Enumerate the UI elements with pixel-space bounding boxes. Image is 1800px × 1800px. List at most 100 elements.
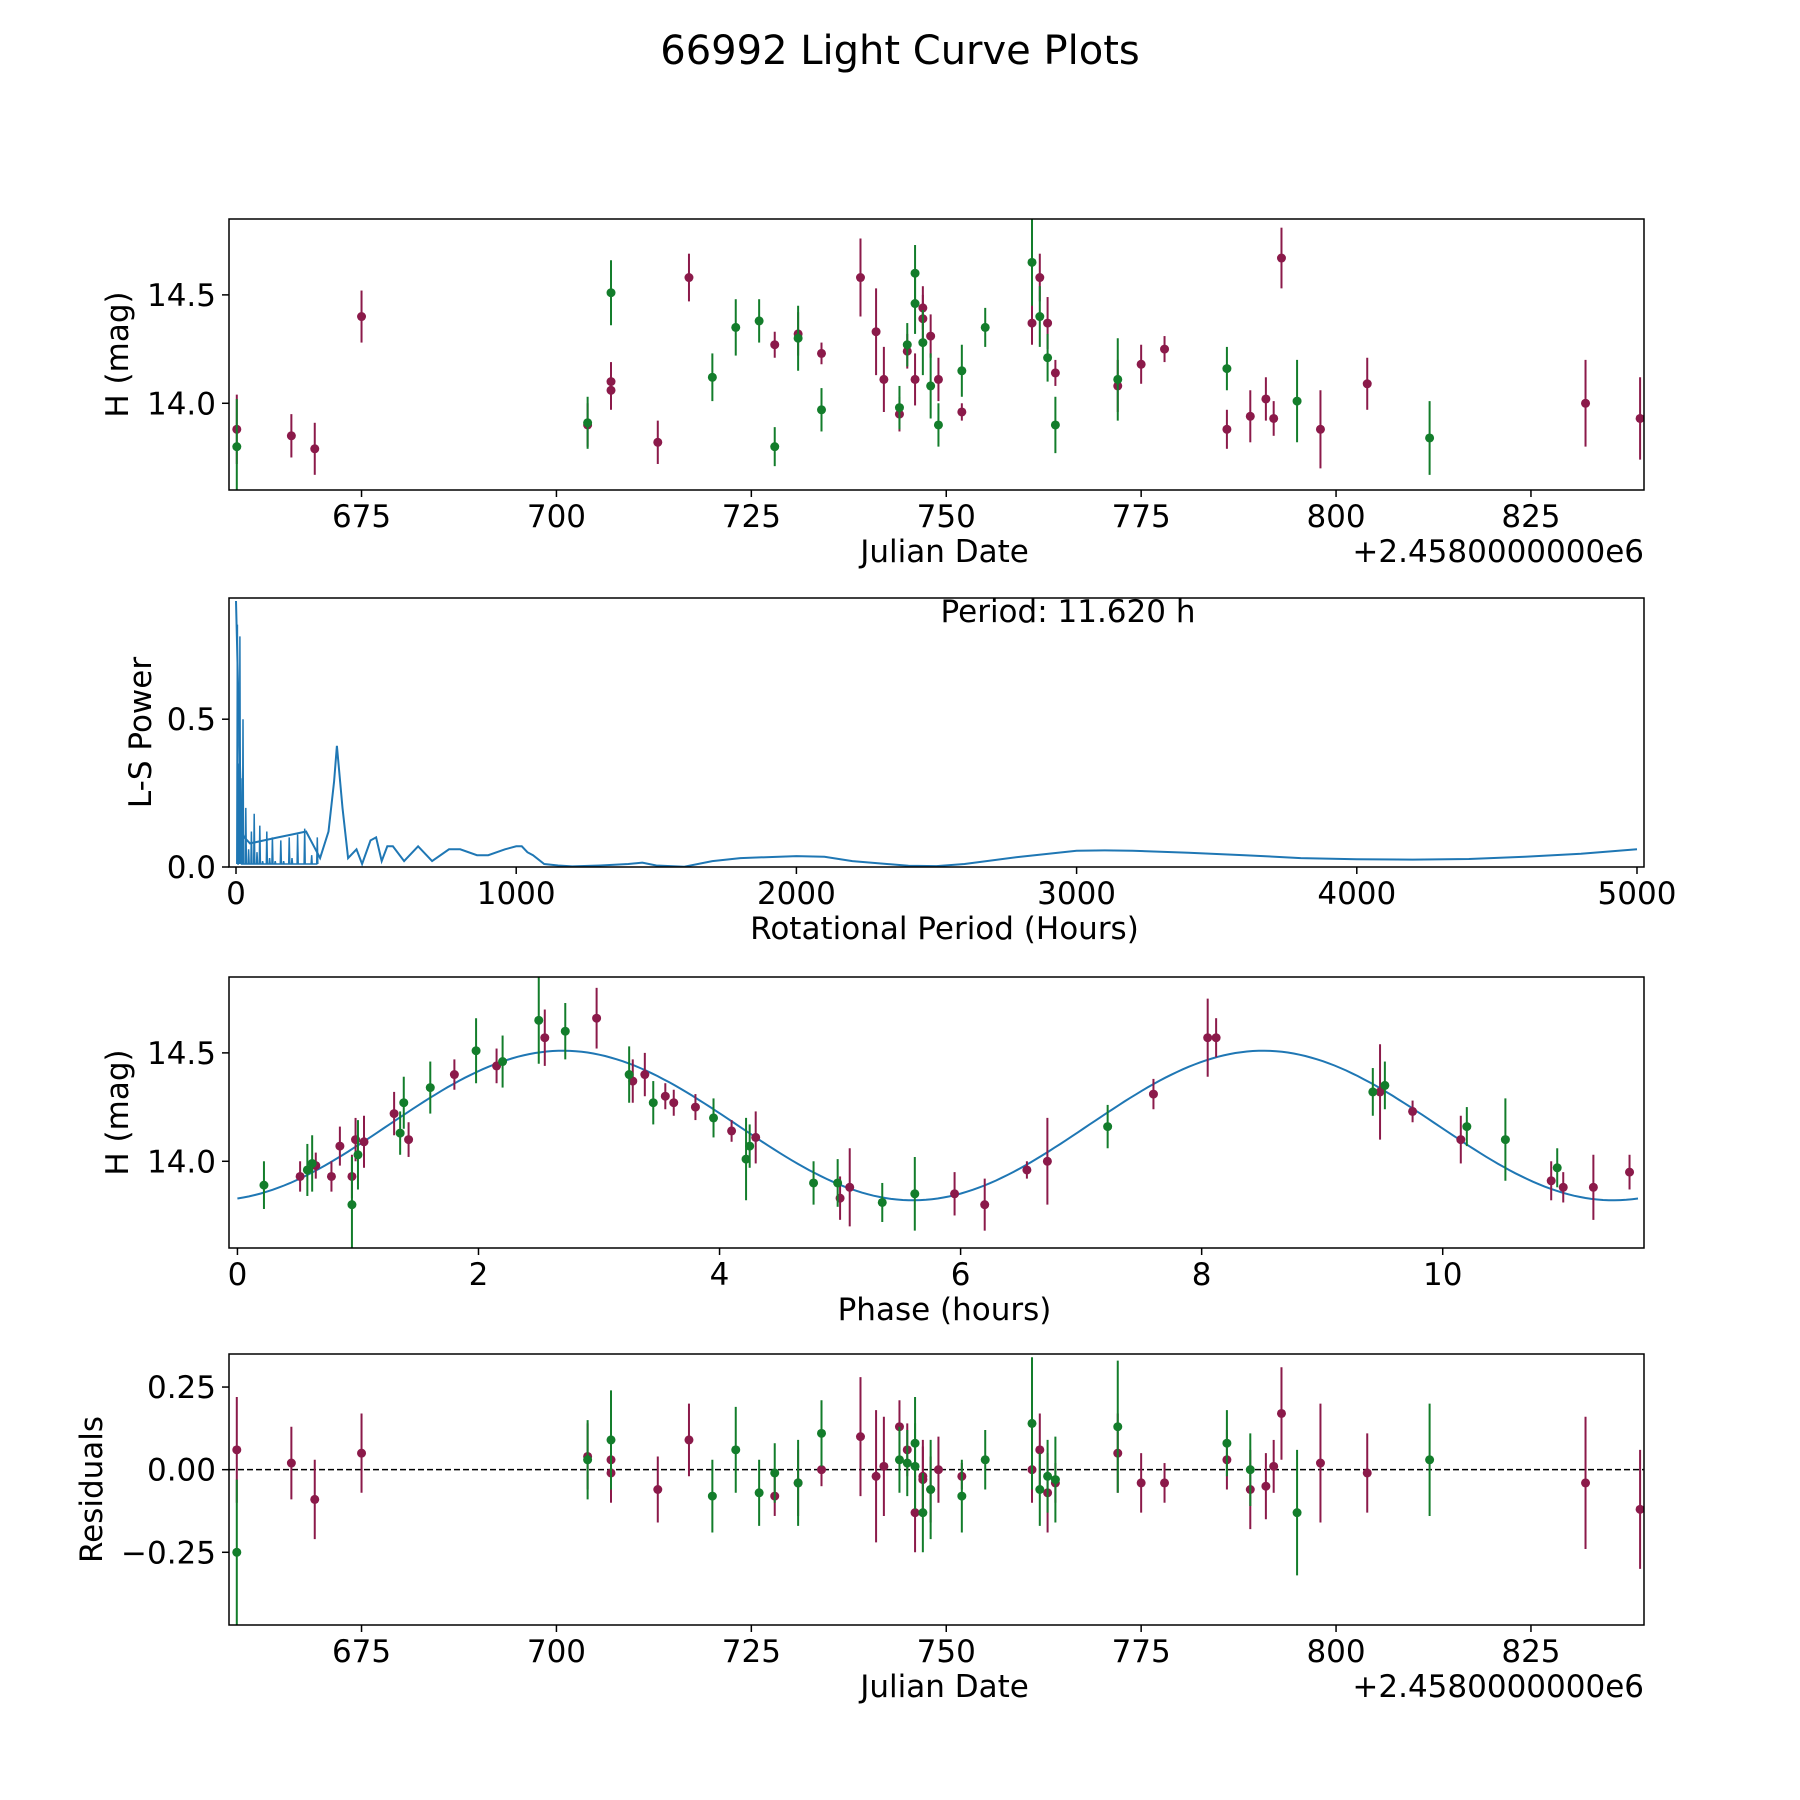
data-point [754, 316, 764, 326]
data-point [910, 299, 920, 309]
data-point [1635, 1504, 1644, 1514]
data-point [1103, 1122, 1113, 1132]
x-axis-label: Julian Date [858, 1669, 1029, 1705]
data-point [1022, 1165, 1032, 1175]
x-tick-label: 725 [722, 1634, 781, 1670]
x-tick-label: 675 [332, 499, 391, 535]
x-tick-label: 725 [722, 499, 781, 535]
data-point [1136, 1478, 1146, 1488]
data-point [957, 366, 967, 376]
data-point [357, 1448, 367, 1458]
data-point [425, 1083, 435, 1093]
data-point [894, 1455, 904, 1465]
data-point [690, 1102, 700, 1112]
data-point [1027, 1418, 1037, 1428]
x-tick-label: 3000 [1037, 876, 1116, 912]
data-point [731, 1445, 741, 1455]
data-point [560, 1026, 570, 1036]
x-offset-label: +2.4580000000e6 [1352, 1669, 1644, 1705]
data-point [1276, 1408, 1286, 1418]
data-point [359, 1137, 369, 1147]
series-green [232, 219, 1435, 490]
data-point [335, 1141, 345, 1151]
data-point [389, 1109, 399, 1119]
data-point [1035, 1485, 1045, 1494]
data-point [259, 1180, 269, 1190]
data-point [709, 1113, 719, 1123]
x-tick-label: 775 [1112, 499, 1171, 535]
data-point [918, 338, 928, 348]
data-point [1581, 1478, 1591, 1488]
data-point [879, 1461, 889, 1471]
data-point [353, 1150, 363, 1160]
x-tick-label: 8 [1192, 1257, 1212, 1293]
data-point [910, 268, 920, 278]
y-tick-label: 0.0 [167, 850, 216, 886]
data-point [770, 340, 780, 350]
x-tick-label: 750 [917, 1634, 976, 1670]
data-point [1245, 1465, 1255, 1475]
data-point [286, 1458, 296, 1468]
data-point [399, 1098, 409, 1108]
figure-title: 66992 Light Curve Plots [660, 28, 1140, 74]
data-point [1160, 344, 1170, 354]
x-tick-label: 0 [228, 1257, 248, 1293]
y-tick-label: 0.25 [147, 1370, 216, 1406]
data-point [1148, 1089, 1158, 1099]
data-point [684, 273, 694, 283]
data-point [1035, 312, 1045, 322]
data-point [660, 1091, 670, 1101]
y-axis-label: H (mag) [100, 291, 136, 417]
data-point [933, 374, 943, 384]
residuals-plot-area [229, 1357, 1644, 1625]
data-point [731, 322, 741, 332]
data-point [540, 1033, 550, 1043]
periodogram-axes-frame [228, 597, 1645, 868]
y-tick-label: 14.5 [147, 1036, 216, 1072]
data-point [648, 1098, 658, 1108]
x-tick-label: 675 [332, 1634, 391, 1670]
data-point [1050, 368, 1060, 378]
data-point [1136, 359, 1146, 369]
data-point [302, 1165, 312, 1175]
data-point [1558, 1182, 1568, 1192]
data-point [1588, 1182, 1598, 1192]
data-point [926, 1485, 936, 1494]
data-point [910, 1189, 920, 1199]
x-tick-label: 775 [1112, 1634, 1171, 1670]
data-point [684, 1435, 694, 1445]
data-point [1043, 353, 1053, 363]
data-point [926, 381, 936, 391]
data-point [727, 1126, 737, 1136]
data-point [310, 1494, 320, 1504]
x-tick-label: 6 [951, 1257, 971, 1293]
data-point [1261, 1481, 1271, 1491]
data-point [1035, 1445, 1045, 1455]
data-point [1375, 1087, 1385, 1097]
x-tick-label: 2 [469, 1257, 489, 1293]
data-point [1050, 420, 1060, 430]
x-tick-label: 10 [1423, 1257, 1462, 1293]
data-point [1500, 1135, 1510, 1145]
data-point [1203, 1033, 1213, 1043]
periodogram-chart: Period: 11.620 h 0 1000 2000 3000 4000 5000 0.0… [123, 594, 1676, 947]
data-point [1292, 396, 1302, 406]
data-point [817, 1428, 827, 1438]
data-point [770, 442, 780, 452]
data-point [1245, 411, 1255, 421]
y-axis-label: L-S Power [123, 657, 159, 808]
data-point [957, 1491, 967, 1501]
data-point [1043, 318, 1053, 328]
data-point [950, 1189, 960, 1199]
lightcurve-axes-frame [228, 218, 1645, 491]
data-point [809, 1178, 819, 1188]
data-point [1035, 273, 1045, 283]
power-spike-lines [236, 624, 319, 865]
data-point [833, 1178, 843, 1188]
data-point [1042, 1156, 1052, 1166]
lightcurve-chart: 675 700 725 750 775 800 825 14.0 14.5 Julian Date… [100, 218, 1645, 570]
data-point [902, 340, 912, 350]
data-point [653, 437, 663, 447]
data-point [910, 1508, 920, 1518]
x-tick-label: 1000 [477, 876, 556, 912]
